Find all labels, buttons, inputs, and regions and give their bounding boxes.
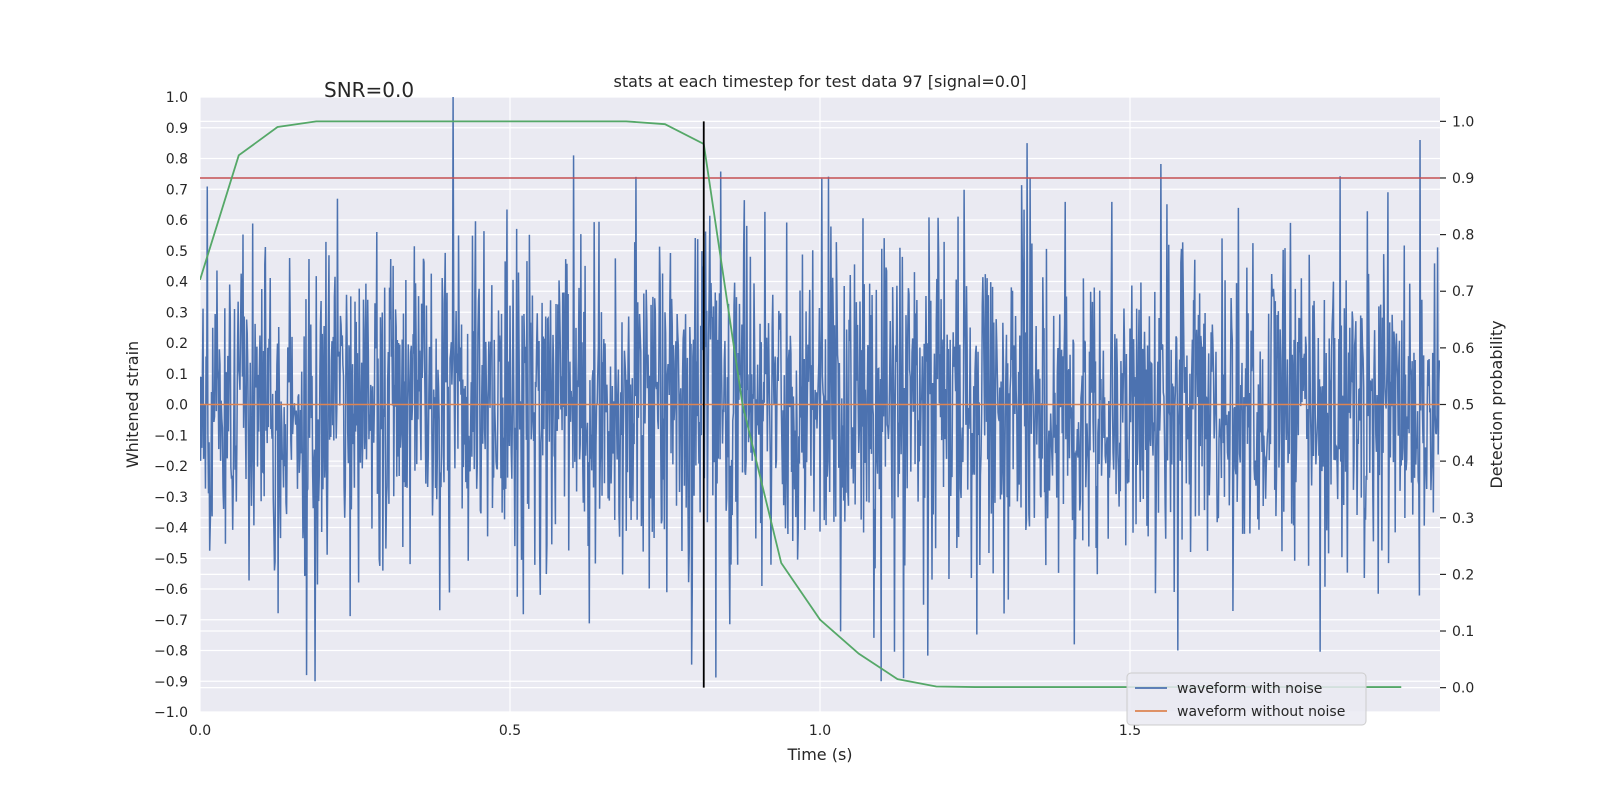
y-tick-label: −0.3: [154, 490, 188, 506]
y-tick-label: −0.7: [154, 613, 188, 629]
y2-tick-label: 0.1: [1452, 624, 1474, 640]
chart-title: stats at each timestep for test data 97 …: [614, 72, 1027, 91]
series-waveform-with-noise: [200, 97, 1440, 682]
y-tick-label: 0.1: [166, 367, 188, 383]
legend-entry: waveform with noise: [1177, 681, 1322, 697]
x-axis-label: Time (s): [786, 745, 852, 764]
y2-axis-label: Detection probability: [1487, 320, 1506, 488]
x-tick-label: 1.5: [1119, 723, 1141, 739]
x-tick-label: 1.0: [809, 723, 831, 739]
y-tick-label: 0.7: [166, 182, 188, 198]
y-tick-label: 0.9: [166, 121, 188, 137]
y-tick-label: −0.4: [154, 521, 188, 537]
y-tick-label: 0.5: [166, 244, 188, 260]
x-tick-label: 0.0: [189, 723, 211, 739]
y2-tick-label: 0.9: [1452, 171, 1474, 187]
y-tick-label: −0.8: [154, 644, 188, 660]
y2-tick-label: 0.4: [1452, 454, 1474, 470]
y-tick-label: 0.2: [166, 336, 188, 352]
y-tick-label: −0.9: [154, 674, 188, 690]
legend: waveform with noise waveform without nois…: [1126, 672, 1367, 726]
y-tick-label: 1.0: [166, 90, 188, 106]
y-tick-label: 0.0: [166, 398, 188, 414]
legend-entry: waveform without noise: [1177, 704, 1345, 720]
y-tick-label: −1.0: [154, 705, 188, 721]
y2-tick-label: 0.7: [1452, 284, 1474, 300]
y-tick-label: −0.1: [154, 428, 188, 444]
axes: 0.0 0.5 1.0 1.5 −1.0 −0.9 −0.8 −0.7 −0.6 −0.5 −0.4…: [154, 90, 1474, 739]
y-tick-label: 0.4: [166, 275, 188, 291]
y2-tick-label: 0.6: [1452, 341, 1474, 357]
y-tick-label: 0.8: [166, 152, 188, 168]
y-axis-label: Whitened strain: [123, 341, 142, 468]
legend-box: [1126, 672, 1367, 726]
y-tick-label: −0.2: [154, 459, 188, 475]
y2-tick-label: 1.0: [1452, 114, 1474, 130]
y-tick-label: 0.3: [166, 305, 188, 321]
y2-tick-label: 0.2: [1452, 567, 1474, 583]
y-tick-label: −0.6: [154, 582, 188, 598]
y2-tick-label: 0.8: [1452, 228, 1474, 244]
x-tick-label: 0.5: [499, 723, 521, 739]
y2-tick-label: 0.5: [1452, 398, 1474, 414]
y2-tick-label: 0.3: [1452, 511, 1474, 527]
y-tick-label: −0.5: [154, 551, 188, 567]
y2-tick-label: 0.0: [1452, 681, 1474, 697]
y-tick-label: 0.6: [166, 213, 188, 229]
snr-annotation: SNR=0.0: [324, 78, 414, 102]
